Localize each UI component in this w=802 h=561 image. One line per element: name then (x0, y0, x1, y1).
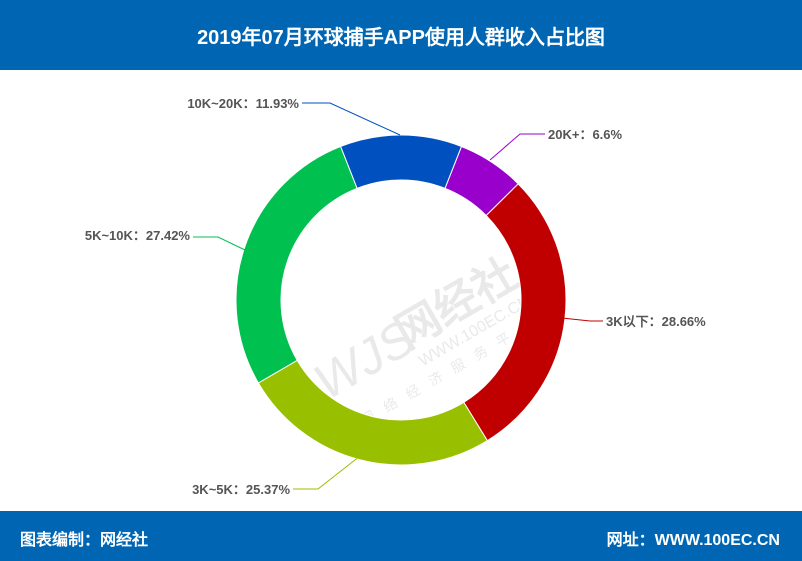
chart-title: 2019年07月环球捕手APP使用人群收入占比图 (0, 0, 802, 70)
data-label: 3K以下：28.66% (606, 314, 706, 329)
footer-website: 网址：WWW.100EC.CN (606, 532, 780, 549)
data-label: 10K~20K：11.93% (187, 96, 299, 111)
data-label: 20K+：6.6% (548, 127, 623, 142)
leader-line (489, 133, 545, 161)
footer-credit: 图表编制：网经社 (20, 532, 149, 549)
data-label: 5K~10K：27.42% (85, 228, 191, 243)
leader-line (293, 455, 361, 490)
footer: 图表编制：网经社 网址：WWW.100EC.CN (0, 511, 802, 561)
leader-line (302, 102, 401, 136)
data-label: 3K~5K：25.37% (192, 482, 290, 497)
slice-10K~20K (339, 134, 463, 189)
leader-line (193, 236, 246, 251)
leader-line (561, 317, 603, 322)
